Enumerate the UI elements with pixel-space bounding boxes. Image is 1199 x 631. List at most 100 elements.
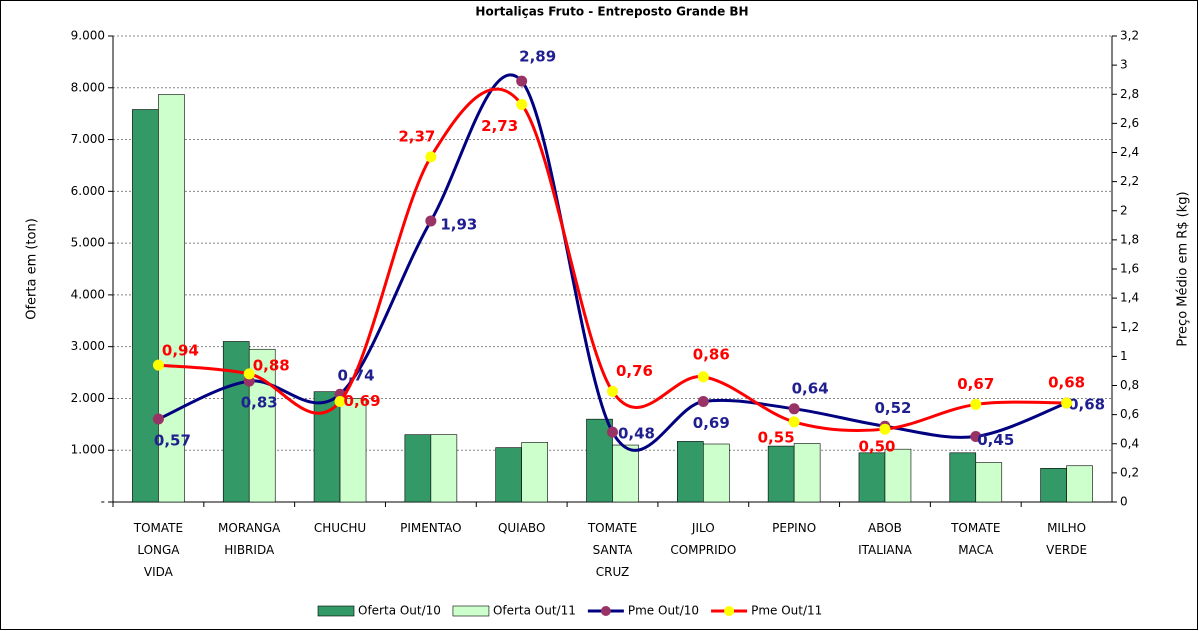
x-tick-label-line: VIDA (144, 565, 174, 579)
legend-swatch (452, 605, 490, 617)
marker (152, 359, 164, 371)
x-tick-label: TOMATE LONGA VIDA (133, 521, 183, 579)
marker (425, 215, 437, 227)
marker (152, 413, 164, 425)
data-label: 0,68 (1048, 373, 1085, 391)
y-tick-label: 8.000 (71, 80, 105, 94)
data-label: 0,67 (957, 375, 994, 393)
legend-marker (600, 606, 611, 616)
y2-tick-label: 0,2 (1120, 465, 1139, 479)
y2-tick-label: 2,4 (1120, 145, 1139, 159)
data-label: 0,57 (154, 431, 191, 449)
data-label: 0,88 (253, 356, 290, 374)
marker (879, 423, 891, 435)
data-label: 1,93 (440, 215, 477, 233)
marker (697, 396, 709, 408)
y-tick-label: 4.000 (71, 287, 105, 301)
data-label: 0,64 (792, 379, 829, 397)
x-tick-label-line: ABOB (868, 521, 902, 535)
data-label: 0,94 (162, 342, 199, 360)
y2-tick-label: 2,2 (1120, 174, 1139, 188)
x-tick-label-line: JILO (691, 521, 715, 535)
data-label: 2,73 (481, 117, 518, 135)
x-tick-label-line: SANTA (593, 543, 633, 557)
marker (607, 426, 618, 438)
bar (339, 398, 367, 503)
legend-swatch (317, 605, 355, 617)
y2-tick-label: 0,4 (1120, 436, 1139, 450)
y2-tick-label: 1,2 (1120, 320, 1139, 334)
data-label: 0,83 (241, 394, 278, 412)
bar (884, 448, 912, 503)
y-tick-label: 3.000 (71, 339, 105, 353)
bar (1066, 465, 1093, 503)
bar (793, 443, 821, 503)
y-tick-label: 9.000 (71, 29, 105, 43)
x-tick-label: CHUCHU (314, 521, 366, 535)
bar (313, 391, 341, 503)
data-label: 0,68 (1068, 395, 1105, 413)
x-tick-label-line: PEPINO (772, 521, 816, 535)
data-label: 0,48 (618, 425, 655, 443)
bar (1040, 468, 1067, 503)
y2-axis-label: Preço Médio em R$ (kg) (1176, 191, 1191, 346)
y2-tick-label: 2 (1120, 203, 1128, 217)
x-tick-label-line: MACA (958, 543, 994, 557)
data-label: 0,69 (344, 392, 381, 410)
bar (430, 434, 458, 503)
x-tick-label-line: COMPRIDO (670, 543, 736, 557)
x-tick-label: TOMATE MACA (950, 521, 1000, 557)
bar (612, 444, 639, 503)
bar (677, 441, 704, 503)
data-label: 0,76 (616, 362, 653, 380)
data-label: 2,89 (519, 48, 556, 66)
x-tick-label-line: PIMENTAO (400, 521, 462, 535)
data-label: 0,86 (693, 345, 730, 363)
x-tick-label: PIMENTAO (400, 521, 462, 535)
x-tick-label: QUIABO (498, 521, 545, 535)
x-tick-label-line: QUIABO (498, 521, 545, 535)
bar (703, 443, 730, 503)
x-tick-label: MORANGA HIBRIDA (218, 521, 281, 557)
x-tick-label-line: TOMATE (587, 521, 637, 535)
marker (970, 398, 982, 410)
x-tick-label-line: CHUCHU (314, 521, 366, 535)
marker (516, 75, 528, 87)
data-label: 0,50 (858, 438, 895, 456)
y2-tick-label: 0,8 (1120, 378, 1139, 392)
marker (970, 430, 982, 442)
legend-marker (724, 606, 735, 616)
bar (949, 452, 977, 503)
x-tick-label-line: TOMATE (950, 521, 1000, 535)
marker (516, 98, 528, 110)
x-tick-label-line: ITALIANA (858, 543, 913, 557)
bar (858, 452, 886, 503)
x-tick-label-line: VERDE (1046, 543, 1087, 557)
y2-tick-label: 2,8 (1120, 87, 1139, 101)
y2-tick-label: 1 (1120, 349, 1128, 363)
y-tick-label: 6.000 (71, 184, 105, 198)
bar (521, 442, 548, 503)
marker (334, 396, 346, 408)
chart-title: Hortaliças Fruto - Entreposto Grande BH (475, 5, 748, 19)
y-tick-label: - (101, 495, 105, 509)
data-label: 2,37 (398, 127, 435, 145)
y-tick-label: 1.000 (71, 443, 105, 457)
legend-label: Pme Out/11 (751, 604, 822, 618)
y-tick-label: 2.000 (71, 391, 105, 405)
marker (788, 403, 800, 415)
y2-tick-label: 1,8 (1120, 232, 1139, 246)
bar (975, 462, 1003, 503)
y2-tick-label: 1,6 (1120, 262, 1139, 276)
y2-tick-label: 2,6 (1120, 116, 1139, 130)
data-label: 0,69 (693, 414, 730, 432)
marker (788, 416, 800, 428)
legend-label: Pme Out/10 (628, 604, 699, 618)
x-tick-label-line: MORANGA (218, 521, 281, 535)
bar (495, 447, 522, 503)
marker (607, 385, 618, 397)
x-tick-label-line: HIBRIDA (224, 543, 275, 557)
y2-tick-label: 3 (1120, 58, 1128, 72)
